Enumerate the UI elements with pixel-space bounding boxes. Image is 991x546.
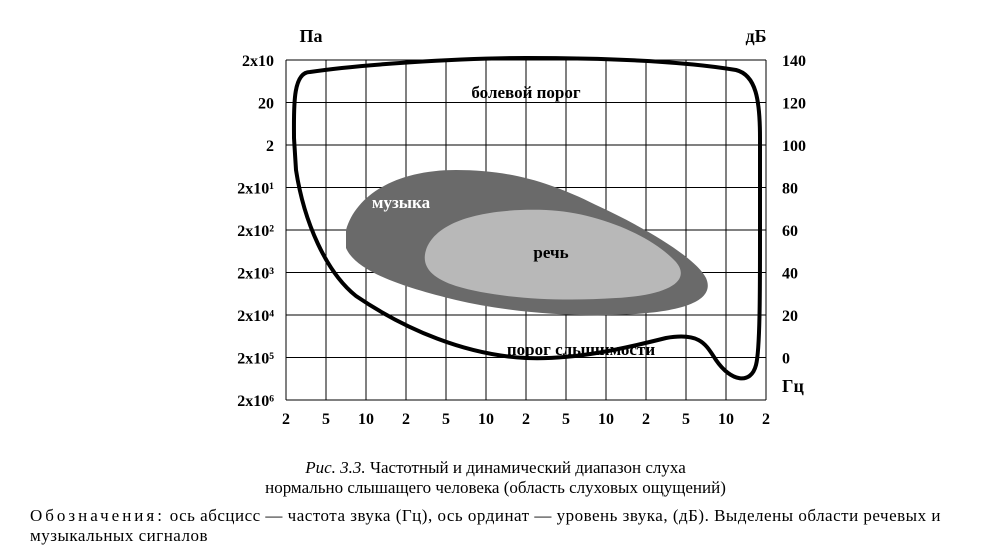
caption-line2: нормально слышащего человека (область сл… — [265, 478, 726, 497]
svg-text:5: 5 — [442, 411, 450, 428]
svg-text:2: 2 — [402, 411, 410, 428]
svg-text:Па: Па — [299, 26, 322, 46]
legend-prefix: Обозначения: — [30, 506, 165, 525]
svg-text:120: 120 — [782, 96, 806, 113]
svg-text:10: 10 — [478, 411, 494, 428]
svg-text:20: 20 — [782, 308, 798, 325]
svg-text:5: 5 — [322, 411, 330, 428]
svg-text:40: 40 — [782, 266, 798, 283]
svg-text:10: 10 — [718, 411, 734, 428]
svg-text:2х10⁶: 2х10⁶ — [237, 393, 274, 410]
svg-text:2х10²: 2х10² — [237, 223, 274, 240]
svg-text:5: 5 — [682, 411, 690, 428]
svg-text:Гц: Гц — [782, 376, 804, 396]
svg-text:порог слышимости: порог слышимости — [506, 340, 654, 359]
svg-text:речь: речь — [533, 243, 568, 262]
svg-text:2: 2 — [762, 411, 770, 428]
svg-text:музыка: музыка — [371, 193, 430, 212]
chart-svg: ПадБ2х102022х10¹2х10²2х10³2х10⁴2х10⁵2х10… — [36, 10, 956, 450]
svg-text:2х10⁵: 2х10⁵ — [237, 351, 274, 368]
svg-text:60: 60 — [782, 223, 798, 240]
svg-text:0: 0 — [782, 351, 790, 368]
svg-text:5: 5 — [562, 411, 570, 428]
caption-line1: Частотный и динамический диапазон слуха — [366, 458, 686, 477]
svg-text:10: 10 — [358, 411, 374, 428]
hearing-range-chart: ПадБ2х102022х10¹2х10²2х10³2х10⁴2х10⁵2х10… — [36, 10, 956, 450]
svg-text:2: 2 — [266, 138, 274, 155]
svg-text:2х10: 2х10 — [242, 53, 274, 70]
svg-text:10: 10 — [598, 411, 614, 428]
svg-text:2: 2 — [642, 411, 650, 428]
svg-text:20: 20 — [258, 96, 274, 113]
svg-text:100: 100 — [782, 138, 806, 155]
legend-rest: ось абсцисс — частота звука (Гц), ось ор… — [30, 506, 941, 545]
svg-text:2: 2 — [282, 411, 290, 428]
svg-text:2х10⁴: 2х10⁴ — [237, 308, 274, 325]
figure-caption: Рис. 3.3. Частотный и динамический диапа… — [30, 458, 961, 498]
svg-text:2х10³: 2х10³ — [237, 266, 274, 283]
svg-text:болевой порог: болевой порог — [471, 83, 580, 102]
svg-text:140: 140 — [782, 53, 806, 70]
svg-text:2: 2 — [522, 411, 530, 428]
svg-text:2х10¹: 2х10¹ — [237, 181, 274, 198]
caption-fig-label: Рис. 3.3. — [305, 458, 365, 477]
svg-text:дБ: дБ — [745, 26, 766, 46]
legend-text: Обозначения: ось абсцисс — частота звука… — [30, 506, 961, 546]
svg-text:80: 80 — [782, 181, 798, 198]
